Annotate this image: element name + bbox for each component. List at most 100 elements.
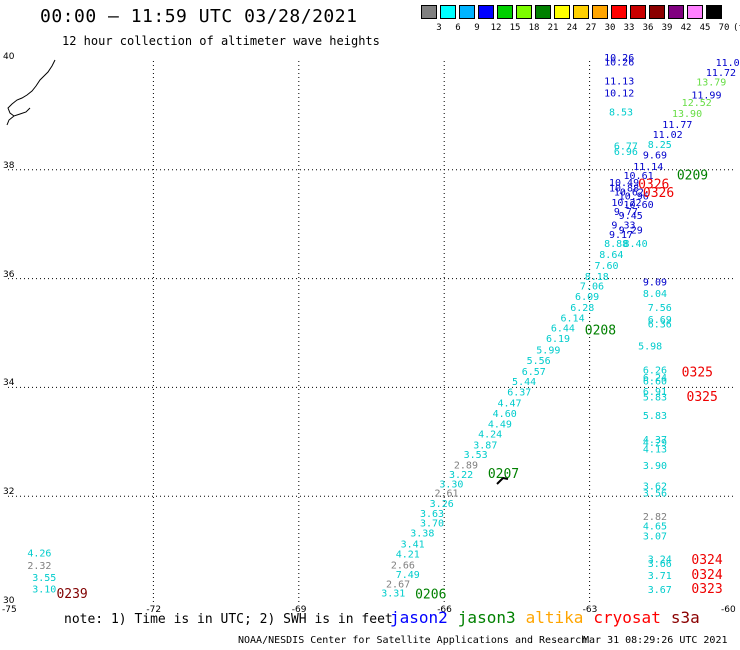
latitude-tick-label: 32 (3, 487, 15, 498)
scale-label: 12 (490, 23, 502, 33)
scale-label: 9 (474, 23, 480, 33)
scale-swatch (687, 5, 703, 19)
wave-height-value: 7.06 (580, 281, 604, 292)
pass-labels: 0209032603260208032503250207032403240323… (56, 169, 722, 603)
ground-track-fragment (496, 476, 509, 485)
wave-height-value: 9.09 (643, 278, 667, 289)
pass-time-label: 0326 (638, 177, 669, 192)
legend-entry-cryosat: cryosat (593, 608, 661, 627)
scale-label: 30 (604, 23, 616, 33)
wave-height-value: 5.83 (643, 411, 667, 422)
wave-height-value: 8.04 (643, 289, 667, 300)
wave-height-value: 4.49 (488, 420, 512, 431)
scale-label: 39 (661, 23, 673, 33)
wave-height-value: 5.44 (512, 377, 536, 388)
pass-time-label: 0209 (677, 169, 708, 184)
scale-swatch (592, 5, 608, 19)
scale-label: 3 (436, 23, 442, 33)
latitude-tick-label: 34 (3, 378, 15, 389)
legend-entry-altika: altika (525, 608, 584, 627)
longitude-tick-label: -75 (2, 605, 17, 615)
scale-label: 33 (623, 23, 635, 33)
wave-height-value: 9.45 (619, 211, 643, 222)
wave-height-value: 5.98 (638, 341, 662, 352)
pass-time-label: 0325 (687, 390, 718, 405)
wave-height-value: 3.53 (464, 450, 488, 461)
scale-swatch (440, 5, 456, 19)
pass-time-label: 0239 (56, 587, 87, 602)
legend-entry-s3a: s3a (670, 608, 700, 627)
latitude-tick-label: 30 (3, 596, 15, 606)
wave-height-value: 6.24 (643, 373, 667, 384)
scale-label: 6 (455, 23, 461, 33)
latitude-tick-label: 38 (3, 160, 15, 171)
wave-height-value: 6.14 (561, 314, 585, 325)
wave-height-value: 5.99 (536, 346, 560, 357)
scale-label: 21 (547, 23, 559, 33)
wave-height-value: 10.26 (604, 53, 634, 64)
scale-label: 15 (509, 23, 521, 33)
wave-height-value: 7.60 (594, 261, 618, 272)
generation-timestamp: Mar 31 08:29:26 UTC 2021 (583, 635, 728, 646)
scale-label: 24 (566, 23, 578, 33)
wave-height-value: 7.56 (648, 303, 672, 314)
wave-height-value: 6.36 (648, 320, 672, 331)
wave-height-value: 10.96 (619, 192, 649, 203)
lat-lon-grid (8, 61, 735, 605)
wave-height-value: 8.88 (604, 239, 628, 250)
wave-height-value: 5.83 (643, 392, 667, 403)
scale-swatch (611, 5, 627, 19)
wave-height-value: 2.66 (391, 561, 415, 572)
wave-height-value: 9.17 (609, 230, 633, 241)
wave-height-value: 6.91 (643, 387, 667, 398)
wave-height-value: 3.26 (430, 499, 454, 510)
wave-height-value: 13.90 (672, 109, 702, 120)
map-title: 00:00 – 11:59 UTC 03/28/2021 (40, 6, 358, 27)
wave-height-value: 6.26 (643, 365, 667, 376)
scale-swatch (573, 5, 589, 19)
wave-height-value: 8.40 (624, 239, 648, 250)
longitude-tick-label: -66 (437, 605, 452, 615)
wave-height-value: 11.02 (653, 130, 683, 141)
wave-height-value: 4.13 (643, 445, 667, 456)
scale-label: 27 (585, 23, 597, 33)
wave-height-value: 8.18 (585, 272, 609, 283)
wave-height-value: 3.62 (643, 482, 667, 493)
pass-time-label: 0326 (643, 186, 674, 201)
wave-height-value: 7.49 (396, 570, 420, 581)
wave-height-value: 13.79 (696, 77, 726, 88)
wave-height-value: 2.61 (435, 489, 459, 500)
wave-height-value: 9.33 (611, 221, 635, 232)
scale-label: 42 (680, 23, 692, 33)
satellite-legend: jason2 jason3 altika cryosat s3a (390, 608, 710, 627)
legend-entry-jason3: jason3 (457, 608, 516, 627)
wave-height-value: 12.52 (682, 98, 712, 109)
wave-height-value: 4.26 (27, 549, 51, 560)
wave-height-value: 6.60 (643, 377, 667, 388)
wave-height-value: 11.07 (716, 58, 740, 69)
longitude-tick-label: -69 (291, 605, 307, 615)
scale-swatch (535, 5, 551, 19)
scale-label: 45 (699, 23, 711, 33)
scale-swatch (459, 5, 475, 19)
wave-height-value: 6.77 (614, 142, 638, 153)
wave-height-value: 4.29 (643, 438, 667, 449)
wave-height-value: 11.14 (633, 162, 663, 173)
wave-height-value: 5.56 (527, 356, 551, 367)
wave-height-value: 3.70 (420, 519, 444, 530)
wave-height-value: 6.37 (507, 388, 531, 399)
wave-height-value: 3.38 (410, 528, 434, 539)
wave-height-value: 3.56 (643, 489, 667, 500)
wave-height-value: 3.24 (648, 555, 672, 566)
wave-height-value: 3.87 (473, 440, 497, 451)
wave-height-value: 8.25 (648, 140, 672, 151)
wave-height-value: 2.32 (27, 561, 51, 572)
wave-height-value: 10.88 (609, 184, 639, 195)
scale-swatch (497, 5, 513, 19)
scale-swatch (668, 5, 684, 19)
wave-height-value: 3.07 (643, 532, 667, 543)
wave-height-value: 6.57 (522, 367, 546, 378)
wave-height-value: 10.62 (614, 187, 644, 198)
